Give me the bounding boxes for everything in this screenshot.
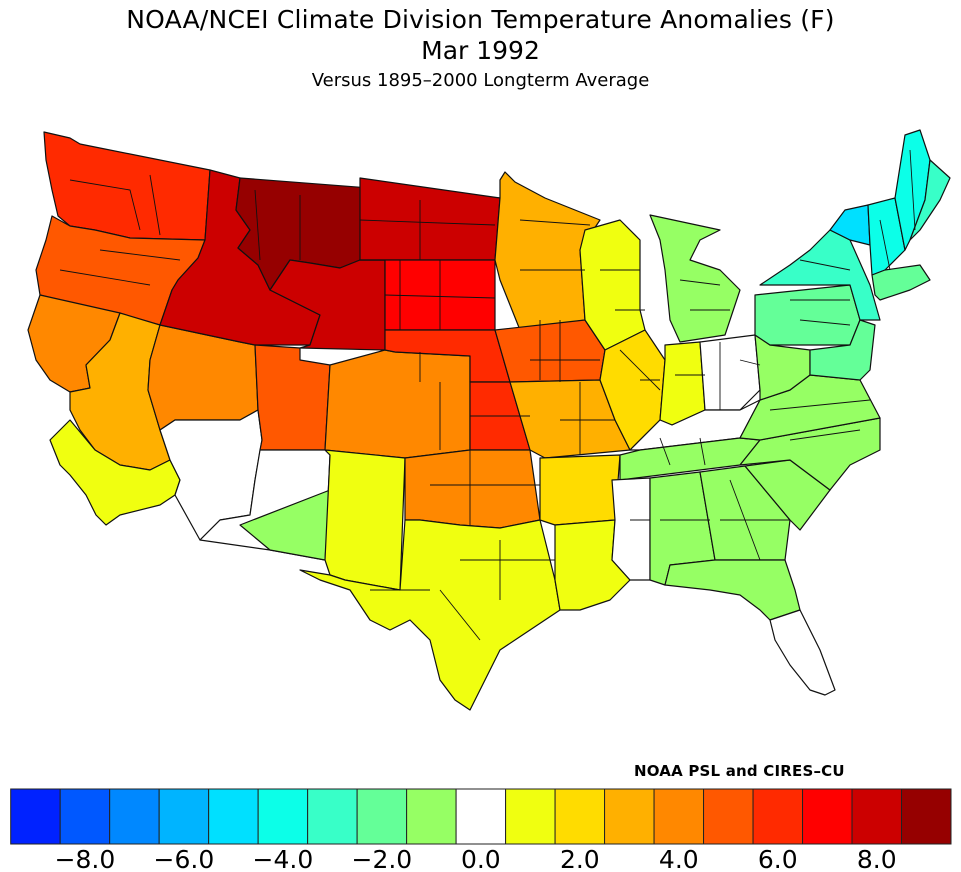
color-bar-tick-label: 4.0 [659,845,699,872]
climate-division-border [519,219,591,226]
color-bar-bin [653,788,705,845]
color-bar: −8.0 −6.0 −4.0 −2.0 0.0 2.0 4.0 6.0 8.0 [10,788,952,872]
color-bar-tick-label: −6.0 [154,845,215,872]
region-west-virginia [754,334,811,401]
credit-label: NOAA PSL and CIRES–CU [634,762,845,780]
region-new-york [759,229,881,321]
color-bar-bin [406,788,457,845]
climate-division-border [99,249,181,261]
region-new-mexico [324,449,406,591]
color-bar-bin [752,788,804,845]
color-bar-bin [10,788,61,845]
color-bar-tick-label: 2.0 [560,845,600,872]
region-wyoming [269,259,386,351]
climate-division-border [149,174,161,236]
chart-period: Mar 1992 [421,36,540,65]
color-bar-tick-label: −8.0 [55,845,116,872]
climate-division-border [254,189,261,261]
region-washington [43,131,211,241]
climate-division-border [619,349,661,391]
region-texas [299,519,561,711]
region-mid-atlantic-coast [809,319,876,381]
region-florida-south [769,609,836,696]
climate-division-border [739,359,761,366]
color-bar-bin [307,788,358,845]
region-arkansas [539,454,621,526]
region-michigan [649,214,741,343]
region-pennsylvania [754,284,861,346]
color-bar-bin [59,788,111,845]
climate-division-border [359,219,496,226]
region-southern-new-england [871,264,931,301]
climate-division-border [769,399,871,411]
climate-division-border [729,479,761,561]
color-bar-bin [208,788,259,845]
region-california-south [49,419,181,526]
region-north-dakota [359,177,501,261]
color-bar-bin [257,788,309,845]
region-florida-north [664,559,801,621]
chart-subtitle: Versus 1895–2000 Longterm Average [311,70,650,91]
color-bar-bin [109,788,160,845]
color-bar-tick-label: 6.0 [758,845,798,872]
region-oklahoma [404,449,541,529]
region-ohio [699,334,761,411]
us-choropleth-map [27,129,951,711]
climate-division-border [384,294,496,299]
color-bar-bin [554,788,606,845]
region-maine-coast [909,159,951,241]
climate-division-border [789,429,861,441]
color-bar-tick-label: 8.0 [857,845,897,872]
climate-division-border [659,437,671,466]
chart-title: NOAA/NCEI Climate Division Temperature A… [126,5,835,34]
region-utah [254,344,331,451]
color-bar-bin [455,788,507,845]
climate-division-border [909,149,916,231]
color-bar-bin [851,788,903,845]
color-bar-bin [505,788,556,845]
color-bar-bin [604,788,655,845]
color-bar-bin [802,788,853,845]
region-mississippi [611,477,651,581]
color-bar-bin [158,788,210,845]
climate-division-border [799,259,851,271]
climate-division-border [879,219,891,271]
climate-division-border [69,179,141,231]
region-iowa [494,319,606,383]
color-bar-bin [703,788,754,845]
climate-division-border [439,589,481,641]
region-colorado [324,349,471,459]
region-georgia [699,465,791,561]
color-bar-tick-label: −2.0 [352,845,413,872]
color-bar-bin [356,788,408,845]
climate-division-border [679,279,721,286]
color-bar-bin [901,788,952,845]
color-bar-tick-label: 0.0 [461,845,501,872]
color-bar-tick-label: −4.0 [253,845,314,872]
climate-division-border [699,437,706,466]
climate-division-border [799,319,851,326]
climate-division-border [59,269,151,286]
